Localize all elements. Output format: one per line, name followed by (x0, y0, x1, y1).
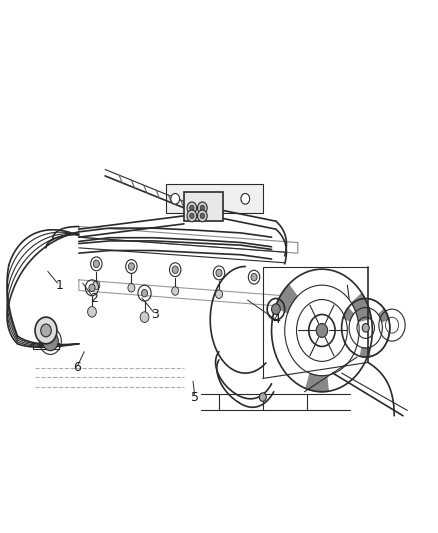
Polygon shape (352, 293, 371, 321)
Text: 6: 6 (73, 361, 81, 374)
Circle shape (93, 281, 100, 289)
Text: 3: 3 (152, 308, 159, 321)
Circle shape (35, 317, 57, 344)
Circle shape (128, 263, 134, 270)
Circle shape (190, 213, 194, 219)
FancyBboxPatch shape (184, 192, 223, 221)
Circle shape (140, 312, 149, 322)
Text: 4: 4 (272, 313, 280, 326)
Circle shape (200, 213, 205, 219)
Circle shape (187, 202, 197, 214)
Circle shape (141, 289, 148, 297)
Circle shape (172, 287, 179, 295)
Circle shape (89, 284, 95, 292)
Circle shape (41, 324, 51, 337)
FancyBboxPatch shape (166, 184, 263, 213)
Text: 2: 2 (90, 292, 98, 305)
Circle shape (216, 269, 222, 277)
Circle shape (93, 260, 99, 268)
Circle shape (198, 210, 207, 222)
Circle shape (190, 205, 194, 211)
Circle shape (88, 306, 96, 317)
Polygon shape (360, 348, 370, 357)
Circle shape (259, 393, 266, 401)
Text: 5: 5 (191, 391, 199, 403)
Circle shape (171, 193, 180, 204)
Circle shape (241, 193, 250, 204)
Circle shape (200, 205, 205, 211)
Circle shape (198, 202, 207, 214)
Polygon shape (306, 374, 328, 392)
Polygon shape (378, 309, 389, 322)
Circle shape (362, 324, 369, 332)
Text: 1: 1 (55, 279, 63, 292)
Polygon shape (276, 285, 297, 313)
Polygon shape (343, 308, 353, 321)
Circle shape (272, 304, 280, 314)
Circle shape (187, 210, 197, 222)
Circle shape (42, 332, 58, 351)
Circle shape (215, 290, 223, 298)
Circle shape (128, 284, 135, 292)
Circle shape (316, 324, 328, 337)
Circle shape (172, 266, 178, 273)
Circle shape (251, 273, 257, 281)
